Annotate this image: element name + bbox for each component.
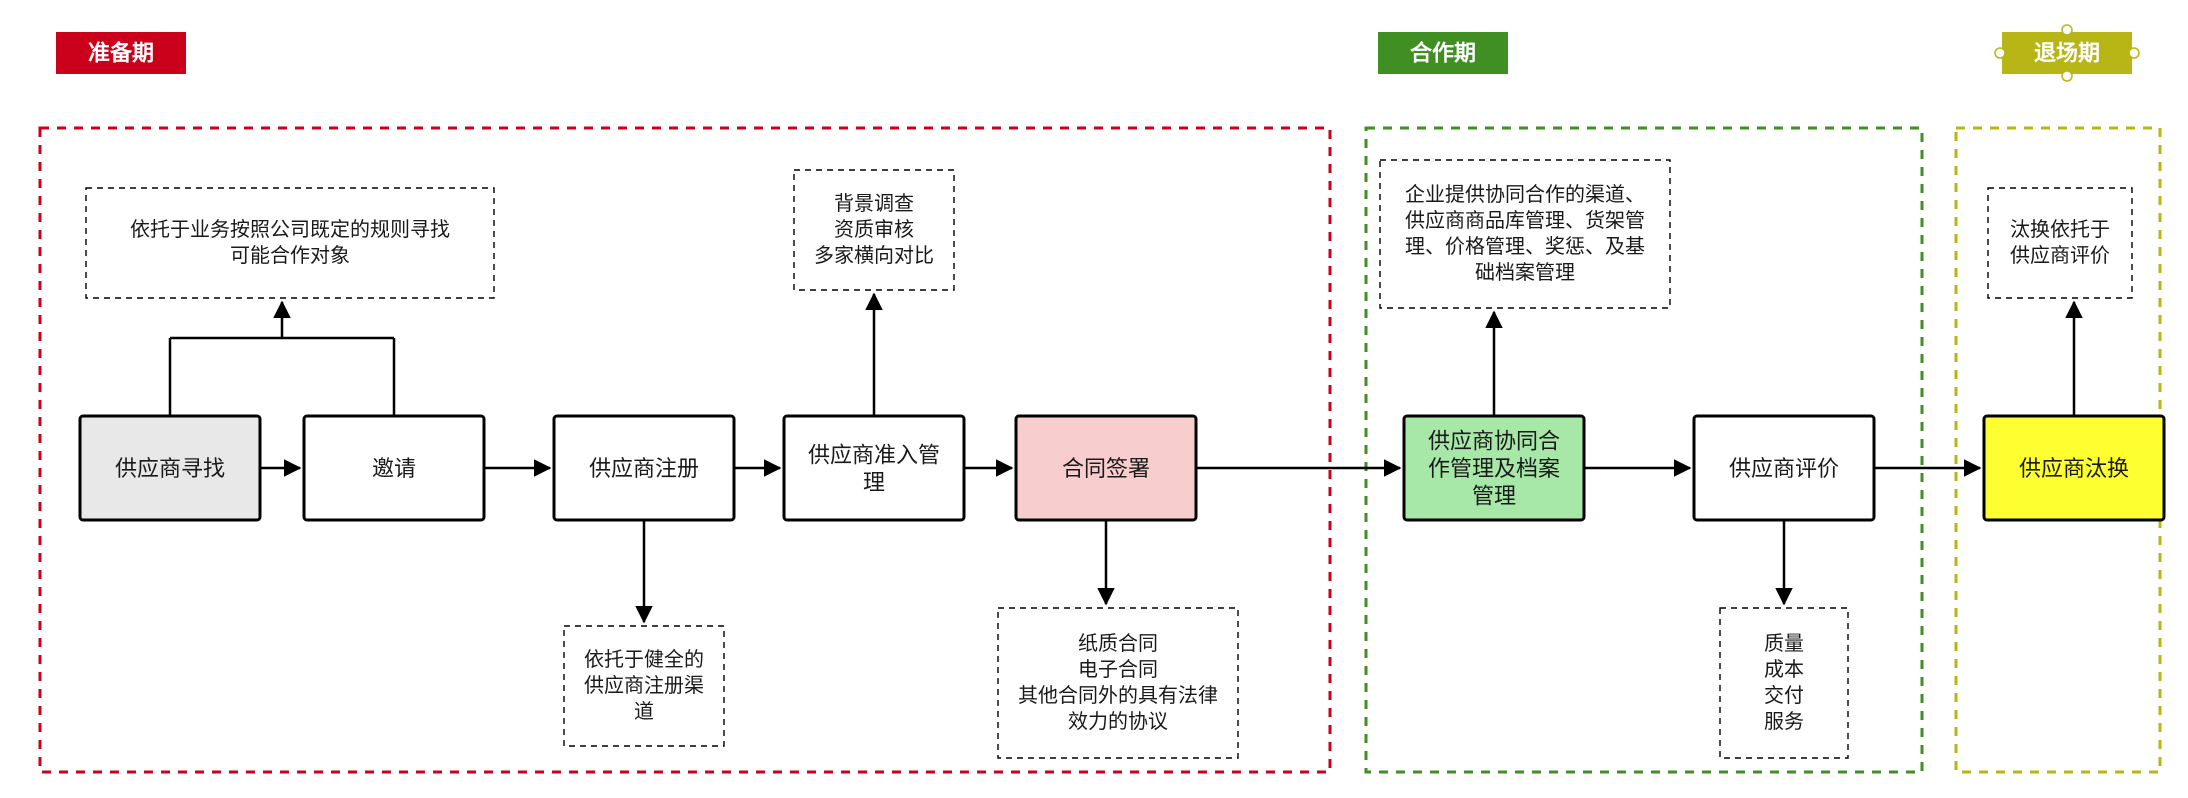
node-label-n8: 供应商汰换	[2019, 456, 2129, 481]
note-note3: 依托于健全的供应商注册渠道	[564, 520, 724, 746]
node-n5: 合同签署	[1016, 416, 1196, 520]
node-n6: 供应商协同合作管理及档案管理	[1404, 416, 1584, 520]
note-note2: 背景调查资质审核多家横向对比	[794, 170, 954, 416]
node-label-n3: 供应商注册	[589, 456, 699, 481]
note-note6: 质量成本交付服务	[1720, 520, 1848, 758]
phase-header-label-prep: 准备期	[88, 41, 154, 66]
note-note1: 依托于业务按照公司既定的规则寻找可能合作对象	[86, 188, 494, 416]
phase-header-label-coop: 合作期	[1410, 41, 1476, 66]
selection-handle	[2129, 48, 2139, 58]
phase-header-prep: 准备期	[56, 32, 186, 74]
node-label-n7: 供应商评价	[1729, 456, 1839, 481]
node-label-n1: 供应商寻找	[115, 456, 225, 481]
note-note5: 企业提供协同合作的渠道、供应商商品库管理、货架管理、价格管理、奖惩、及基础档案管…	[1380, 160, 1670, 416]
node-n7: 供应商评价	[1694, 416, 1874, 520]
node-n8: 供应商汰换	[1984, 416, 2164, 520]
node-label-n5: 合同签署	[1062, 456, 1150, 481]
phase-header-coop: 合作期	[1378, 32, 1508, 74]
node-n1: 供应商寻找	[80, 416, 260, 520]
node-n3: 供应商注册	[554, 416, 734, 520]
note-note4: 纸质合同电子合同其他合同外的具有法律效力的协议	[998, 520, 1238, 758]
selection-handle	[2062, 71, 2072, 81]
phase-header-label-exit: 退场期	[2034, 41, 2100, 66]
node-n2: 邀请	[304, 416, 484, 520]
node-n4: 供应商准入管理	[784, 416, 964, 520]
selection-handle	[2062, 25, 2072, 35]
note-note7: 汰换依托于供应商评价	[1988, 188, 2132, 416]
node-label-n2: 邀请	[372, 456, 416, 481]
phase-header-exit: 退场期	[1995, 25, 2139, 81]
selection-handle	[1995, 48, 2005, 58]
